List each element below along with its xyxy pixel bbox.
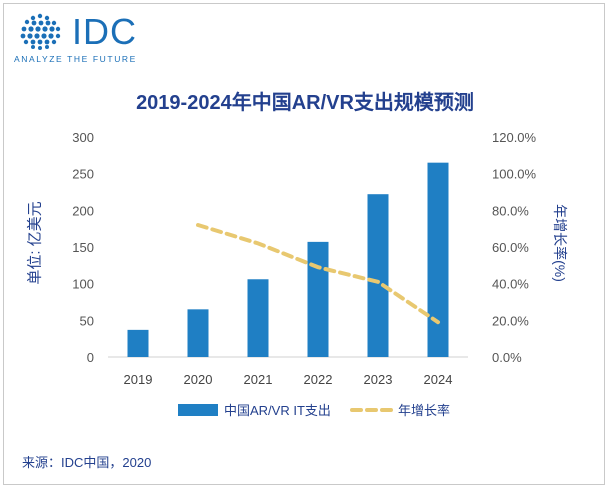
globe-icon (20, 13, 61, 50)
logo-tagline: ANALYZE THE FUTURE (14, 54, 137, 64)
bar (307, 241, 329, 357)
y2-tick-label: 120.0% (492, 130, 537, 145)
y2-tick-label: 100.0% (492, 167, 537, 182)
legend-swatch-bar (178, 404, 218, 416)
idc-logo: IDC ANALYZE THE FUTURE (14, 10, 154, 65)
y-tick-label: 0 (87, 350, 94, 365)
y2-tick-label: 40.0% (492, 277, 529, 292)
legend-label-bar: 中国AR/VR IT支出 (224, 403, 331, 418)
y2-tick-label: 80.0% (492, 203, 529, 218)
chart-frame (3, 3, 605, 485)
bar (427, 162, 449, 357)
y-tick-label: 250 (72, 167, 94, 182)
logo-wordmark: IDC (72, 11, 137, 52)
x-tick-label: 2019 (124, 372, 153, 387)
x-tick-label: 2021 (244, 372, 273, 387)
x-tick-label: 2024 (424, 372, 453, 387)
bar (367, 194, 389, 357)
y-tick-label: 200 (72, 203, 94, 218)
y2-tick-label: 0.0% (492, 350, 522, 365)
x-tick-label: 2020 (184, 372, 213, 387)
x-tick-label: 2023 (364, 372, 393, 387)
chart-title: 2019-2024年中国AR/VR支出规模预测 (136, 92, 474, 114)
y-tick-label: 300 (72, 130, 94, 145)
y2-tick-label: 60.0% (492, 240, 529, 255)
bar (187, 309, 209, 357)
bar (247, 279, 269, 357)
legend-label-line: 年增长率 (398, 403, 450, 418)
bar (127, 329, 149, 357)
y-axis-label-left: 单位: 亿美元 (26, 201, 44, 285)
y2-tick-label: 20.0% (492, 313, 529, 328)
y-tick-label: 150 (72, 240, 94, 255)
y-tick-label: 100 (72, 277, 94, 292)
x-tick-label: 2022 (304, 372, 333, 387)
source-note: 来源：IDC中国，2020 (22, 455, 152, 470)
y-axis-label-right: 年增长率(%) (552, 204, 568, 282)
y-tick-label: 50 (80, 313, 94, 328)
